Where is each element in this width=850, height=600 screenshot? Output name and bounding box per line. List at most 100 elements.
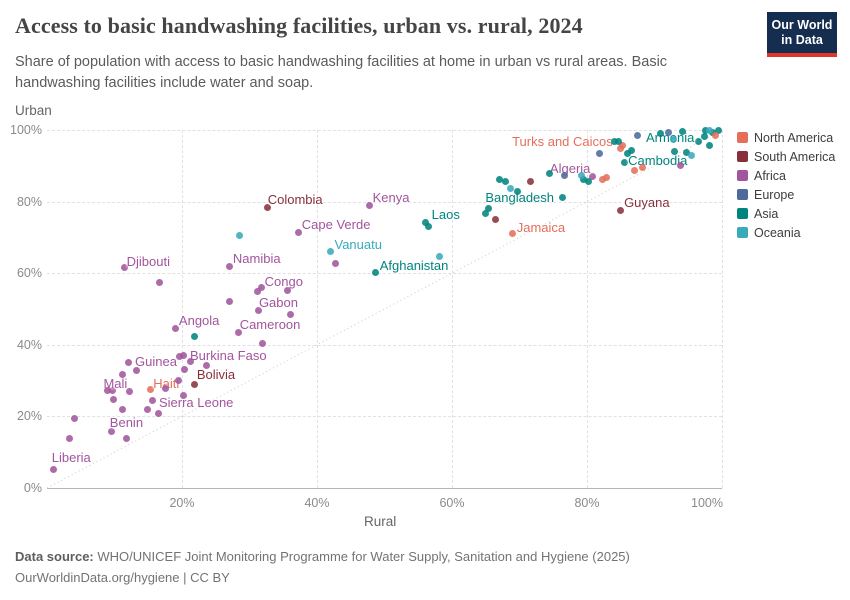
data-point[interactable]	[701, 127, 709, 135]
data-point[interactable]	[506, 185, 514, 193]
data-point-cambodia[interactable]	[620, 158, 628, 166]
data-point[interactable]	[664, 129, 672, 137]
data-point[interactable]	[435, 252, 443, 260]
data-point[interactable]	[492, 215, 500, 223]
data-point[interactable]	[603, 174, 611, 182]
data-point[interactable]	[181, 366, 189, 373]
data-point-guyana[interactable]	[616, 206, 624, 214]
legend-item-africa[interactable]: Africa	[737, 166, 835, 185]
data-point[interactable]	[669, 135, 677, 143]
data-point[interactable]	[103, 387, 111, 395]
data-point[interactable]	[154, 410, 162, 418]
data-point[interactable]	[610, 137, 618, 145]
data-point-namibia[interactable]	[226, 262, 234, 270]
data-point-algeria[interactable]	[588, 173, 596, 181]
data-point[interactable]	[156, 279, 164, 286]
data-point[interactable]	[615, 137, 623, 145]
data-point[interactable]	[671, 148, 679, 156]
data-point[interactable]	[286, 310, 294, 318]
data-point-burkina-faso[interactable]	[203, 361, 211, 369]
data-point[interactable]	[616, 145, 624, 153]
data-point[interactable]	[683, 148, 691, 156]
data-point[interactable]	[284, 286, 292, 294]
legend-item-europe[interactable]: Europe	[737, 185, 835, 204]
data-point-cape-verde[interactable]	[295, 228, 303, 236]
data-point-sierra-leone[interactable]	[149, 397, 157, 405]
data-point-gabon[interactable]	[255, 307, 263, 315]
data-point-liberia[interactable]	[50, 465, 58, 473]
data-point[interactable]	[679, 127, 687, 135]
legend-item-oceania[interactable]: Oceania	[737, 223, 835, 242]
data-point[interactable]	[546, 170, 554, 178]
data-point-guinea[interactable]	[124, 358, 132, 366]
data-point-armenia[interactable]	[694, 137, 702, 145]
data-point-laos[interactable]	[422, 218, 430, 226]
data-point[interactable]	[144, 406, 152, 414]
data-point-cameroon[interactable]	[235, 329, 243, 337]
data-point-haiti[interactable]	[146, 386, 154, 394]
data-point[interactable]	[580, 175, 588, 183]
data-point[interactable]	[676, 162, 684, 170]
data-point[interactable]	[700, 132, 708, 140]
data-point-afghanistan[interactable]	[372, 269, 380, 277]
data-point[interactable]	[481, 209, 489, 217]
data-point[interactable]	[599, 176, 607, 184]
data-point-bangladesh[interactable]	[558, 193, 566, 201]
data-point[interactable]	[578, 172, 586, 180]
data-point-kenya[interactable]	[366, 201, 374, 209]
data-point[interactable]	[424, 222, 432, 230]
data-point[interactable]	[175, 376, 183, 384]
data-point[interactable]	[119, 370, 127, 378]
data-point[interactable]	[688, 151, 696, 159]
data-point-djibouti[interactable]	[121, 264, 129, 272]
data-point-colombia[interactable]	[264, 204, 272, 212]
data-point[interactable]	[560, 171, 568, 179]
data-point[interactable]	[179, 351, 187, 359]
legend-item-north_america[interactable]: North America	[737, 128, 835, 147]
legend-item-south_america[interactable]: South America	[737, 147, 835, 166]
owid-logo[interactable]: Our World in Data	[767, 12, 837, 57]
data-point[interactable]	[226, 297, 234, 305]
data-point[interactable]	[484, 205, 492, 213]
data-point[interactable]	[638, 164, 646, 172]
data-point[interactable]	[705, 141, 713, 149]
data-point[interactable]	[595, 149, 603, 157]
data-point[interactable]	[624, 150, 631, 158]
data-point[interactable]	[179, 391, 187, 399]
data-point[interactable]	[190, 332, 198, 340]
legend-item-asia[interactable]: Asia	[737, 204, 835, 223]
data-point[interactable]	[501, 178, 509, 186]
data-point[interactable]	[125, 388, 133, 396]
data-point[interactable]	[630, 166, 638, 174]
data-point[interactable]	[496, 175, 504, 183]
data-point[interactable]	[71, 415, 79, 423]
data-point[interactable]	[186, 358, 194, 366]
citation-line[interactable]: OurWorldinData.org/hygiene | CC BY	[15, 569, 230, 585]
data-point[interactable]	[254, 288, 262, 296]
data-point[interactable]	[119, 405, 127, 413]
data-point-benin[interactable]	[108, 428, 116, 436]
data-point[interactable]	[628, 146, 636, 154]
data-point-congo[interactable]	[258, 284, 266, 292]
data-point[interactable]	[132, 367, 140, 375]
data-point[interactable]	[513, 187, 521, 195]
data-point[interactable]	[634, 131, 642, 139]
data-point[interactable]	[109, 395, 117, 403]
data-point-bolivia[interactable]	[191, 380, 199, 388]
data-point-vanuatu[interactable]	[327, 248, 334, 256]
data-point[interactable]	[715, 126, 723, 134]
data-point[interactable]	[712, 131, 720, 139]
data-point[interactable]	[162, 384, 170, 392]
data-point[interactable]	[235, 232, 243, 240]
data-point-mali[interactable]	[108, 387, 116, 395]
data-point[interactable]	[657, 130, 665, 138]
data-point[interactable]	[705, 126, 713, 134]
data-point[interactable]	[526, 178, 534, 186]
data-point-angola[interactable]	[172, 325, 180, 333]
data-point[interactable]	[584, 178, 592, 186]
data-point[interactable]	[332, 260, 340, 268]
data-point[interactable]	[258, 339, 266, 347]
data-point[interactable]	[123, 434, 131, 442]
data-point[interactable]	[66, 434, 74, 442]
data-point-jamaica[interactable]	[509, 230, 517, 238]
